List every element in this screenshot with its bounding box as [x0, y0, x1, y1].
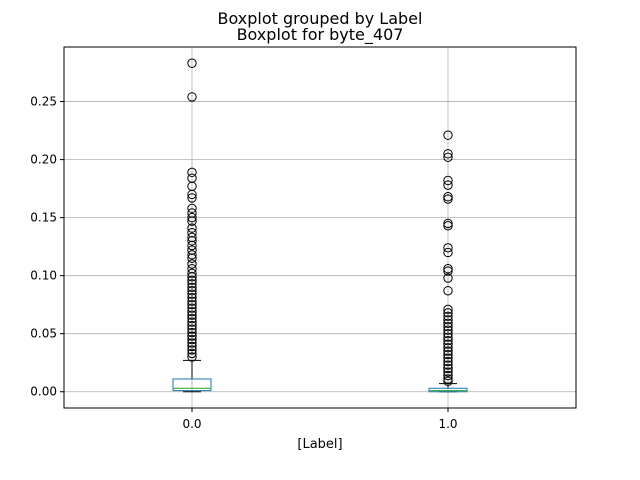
outlier-point: [443, 247, 453, 258]
outlier-point: [187, 223, 197, 233]
outlier-point: [187, 334, 197, 345]
y-tick-label: 0.10: [30, 269, 57, 283]
outlier-point: [187, 324, 197, 334]
outlier-point: [443, 335, 453, 346]
outlier-point: [187, 253, 197, 263]
outlier-point: [187, 327, 197, 338]
outlier-point: [443, 356, 453, 367]
outlier-point: [187, 92, 197, 102]
outlier-point: [187, 306, 197, 317]
outlier-point: [443, 243, 453, 253]
outlier-point: [443, 349, 453, 360]
outlier-point: [443, 339, 453, 349]
outlier-point: [187, 286, 197, 296]
axes-frame: [63, 46, 577, 409]
outlier-point: [443, 360, 453, 370]
outlier-point: [187, 282, 197, 292]
outlier-point: [443, 318, 453, 328]
outlier-point: [187, 212, 197, 223]
outlier-point: [443, 342, 453, 353]
outlier-point: [443, 192, 453, 202]
outlier-point: [187, 296, 197, 306]
outlier-point: [443, 322, 453, 332]
outlier-point: [187, 259, 197, 269]
chart-suptitle: Boxplot grouped by Label: [218, 9, 423, 28]
outlier-point: [443, 218, 453, 229]
outlier-point: [187, 345, 197, 355]
chart-title: Boxplot for byte_407: [237, 25, 404, 45]
outlier-point: [187, 320, 197, 331]
y-tick-label: 0.20: [30, 153, 57, 167]
outlier-point: [187, 348, 197, 359]
outlier-point: [443, 266, 453, 276]
outlier-point: [187, 189, 197, 200]
x-tick-label: 0.0: [182, 417, 201, 431]
outlier-point: [443, 363, 453, 374]
y-tick-label: 0.00: [30, 385, 57, 399]
outlier-point: [443, 264, 453, 274]
outlier-point: [443, 180, 453, 190]
x-tick-label: 1.0: [438, 417, 457, 431]
outlier-point: [187, 250, 197, 260]
outlier-point: [443, 194, 453, 204]
outlier-point: [443, 367, 453, 377]
axis-ticks: 0.00 0.05 0.10 0.15 0.20 0.25 0.0 1.0: [30, 95, 457, 431]
outlier-point: [443, 353, 453, 363]
outlier-point: [443, 304, 453, 315]
outlier-point: [187, 331, 197, 341]
grid-lines: [64, 47, 576, 408]
y-tick-label: 0.05: [30, 327, 57, 341]
outlier-point: [443, 329, 453, 339]
iqr-box: [172, 378, 212, 392]
outlier-point: [187, 167, 197, 178]
iqr-box: [428, 387, 468, 393]
y-tick-label: 0.15: [30, 211, 57, 225]
outlier-point: [187, 279, 197, 289]
outlier-point: [443, 286, 453, 296]
outlier-point: [187, 338, 197, 348]
outlier-point: [187, 272, 197, 282]
outlier-point: [443, 149, 453, 159]
outlier-point: [443, 370, 453, 381]
outlier-point: [443, 273, 453, 283]
outlier-point: [443, 221, 453, 231]
outlier-point: [187, 236, 197, 246]
outlier-point: [187, 203, 197, 214]
outlier-point: [187, 289, 197, 299]
outlier-point: [187, 216, 197, 226]
outlier-point: [187, 193, 197, 203]
outlier-point: [187, 310, 197, 320]
y-tick-label: 0.25: [30, 95, 57, 109]
plot-area: [172, 58, 468, 393]
outlier-point: [443, 308, 453, 318]
outlier-point: [443, 175, 453, 186]
outlier-point: [443, 315, 453, 325]
outlier-point: [443, 346, 453, 356]
outlier-point: [187, 275, 197, 286]
outlier-point: [443, 311, 453, 321]
outlier-point: [187, 240, 197, 251]
outlier-point: [187, 299, 197, 310]
outlier-point: [443, 152, 453, 162]
outlier-point: [443, 130, 453, 140]
outlier-point: [187, 268, 197, 279]
outlier-point: [187, 303, 197, 313]
outlier-point: [187, 293, 197, 303]
outlier-point: [187, 317, 197, 327]
outlier-point: [187, 341, 197, 352]
outlier-point: [443, 325, 453, 335]
outlier-point: [443, 332, 453, 342]
outlier-point: [187, 313, 197, 324]
outlier-point: [187, 58, 197, 68]
x-axis-label: [Label]: [297, 437, 342, 452]
